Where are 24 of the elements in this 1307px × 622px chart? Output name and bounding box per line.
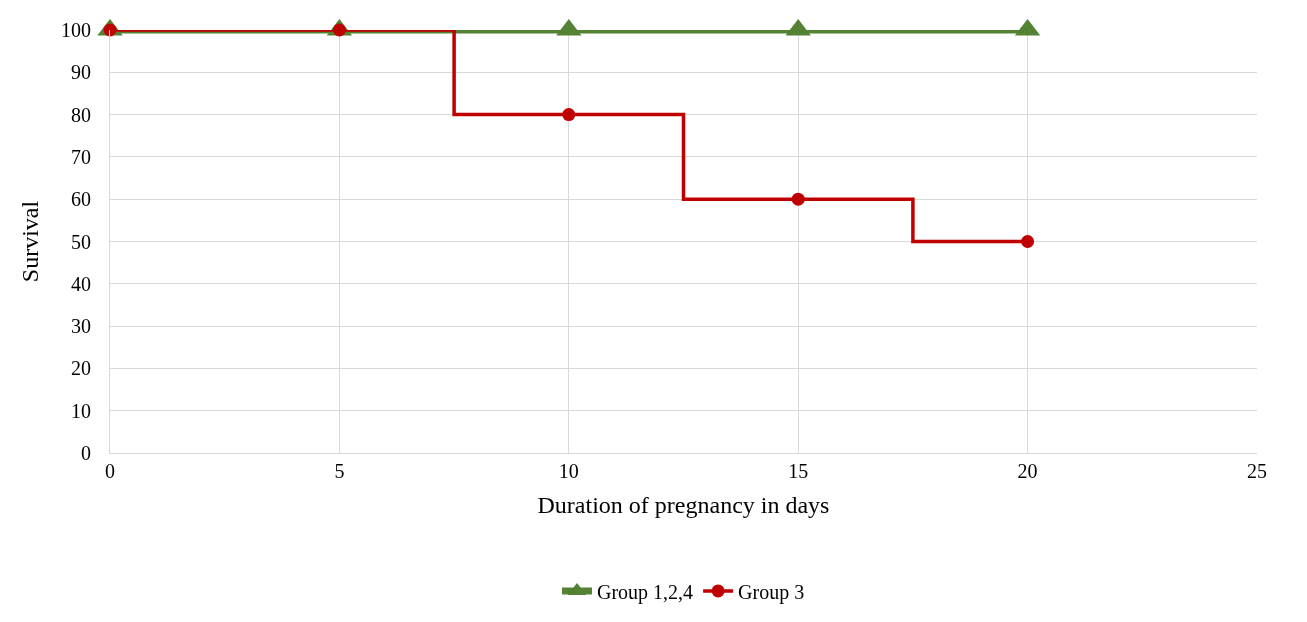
point [791, 192, 805, 206]
y-tick-label: 0 [81, 442, 91, 464]
y-tick-label: 10 [71, 399, 91, 422]
x-tick-label: 15 [788, 460, 809, 482]
y-tick-label: 40 [71, 272, 91, 295]
x-tick-label: 10 [558, 460, 579, 482]
x-tick-label: 5 [334, 460, 345, 482]
y-tick-label: 90 [71, 61, 91, 84]
x-tick-label: 0 [105, 460, 115, 482]
y-tick-label: 30 [71, 315, 91, 338]
point [1021, 235, 1035, 248]
y-tick-label: 80 [71, 103, 91, 126]
y-tick-label: 100 [61, 19, 91, 41]
point [562, 108, 576, 122]
y-axis-title: Survival [17, 200, 44, 283]
y-tick-label: 70 [71, 145, 91, 168]
x-axis-title: Duration of pregnancy in days [537, 492, 830, 519]
y-tick-label: 20 [71, 357, 91, 380]
x-tick-label: 20 [1017, 460, 1038, 482]
y-tick-label: 60 [71, 188, 91, 211]
y-tick-label: 50 [71, 230, 91, 253]
x-tick-label: 25 [1247, 460, 1267, 482]
legend-label: Group 3 [738, 580, 805, 604]
legend-label: Group 1,2,4 [597, 580, 694, 604]
